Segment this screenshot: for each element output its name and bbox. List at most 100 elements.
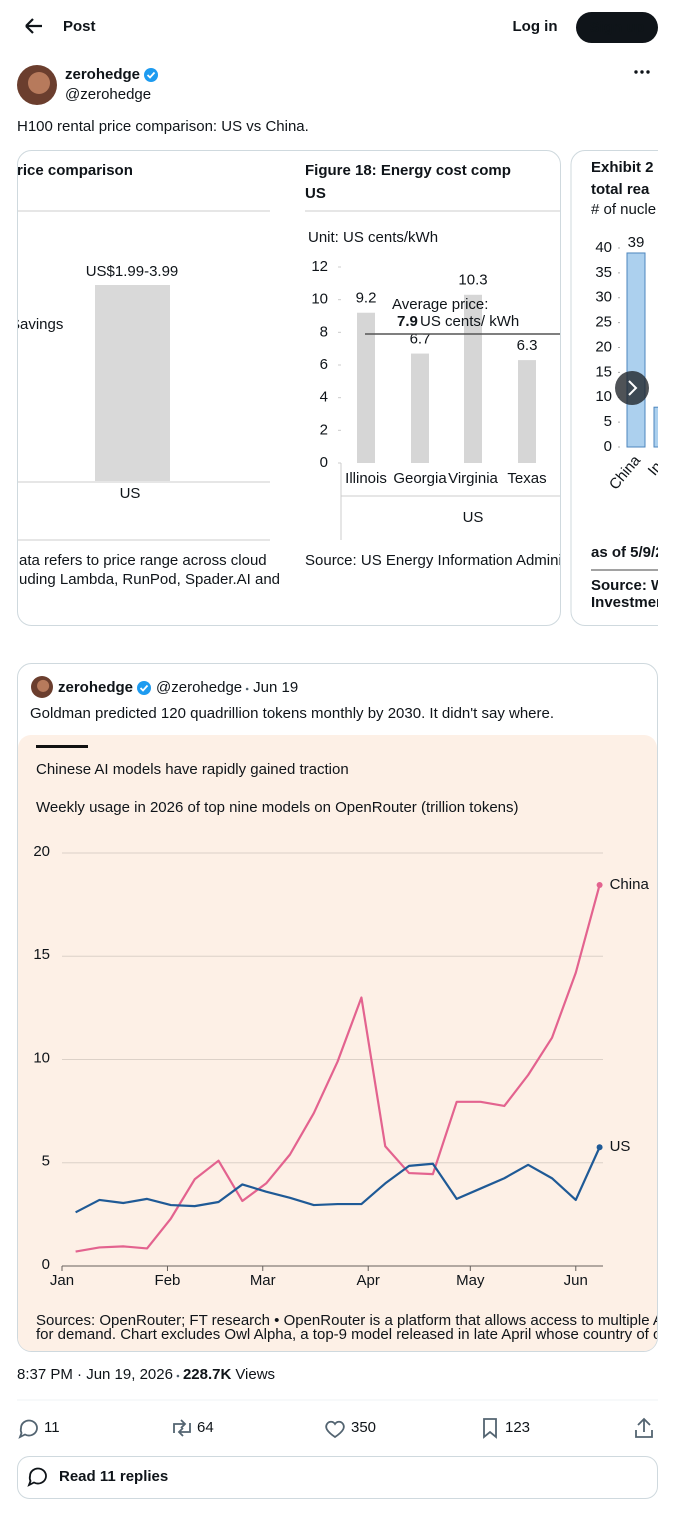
bookmark-icon[interactable] (483, 1418, 497, 1439)
price-bar (95, 285, 170, 481)
chart: Chinese AI models have rapidly gained tr… (18, 735, 675, 1351)
y-tick-label: 40 (595, 239, 612, 256)
timestamp: 8:37 PM · Jun 19, 2026 (17, 1366, 173, 1383)
next-button[interactable] (615, 371, 649, 405)
media-title: total rea (591, 181, 650, 198)
like-count: 350 (351, 1419, 376, 1436)
chart-title: Chinese AI models have rapidly gained tr… (36, 761, 349, 778)
y-tick-label: 0 (604, 438, 612, 455)
y-tick-label: 35 (595, 264, 612, 281)
average-value: 7.9 (397, 313, 418, 330)
y-tick-label: 25 (595, 314, 612, 331)
bookmark-count: 123 (505, 1419, 530, 1436)
category-label: US (120, 485, 141, 502)
like-icon[interactable] (325, 1420, 345, 1439)
repost-count: 64 (197, 1419, 214, 1436)
signup-label: Sign up (590, 19, 645, 36)
x-tick-label: Jan (50, 1272, 74, 1289)
y-tick-label: 30 (595, 289, 612, 306)
value-label: 8 (659, 388, 667, 405)
x-tick-label: Mar (250, 1272, 276, 1289)
separator-dot (245, 687, 249, 691)
series-label: China (610, 876, 650, 893)
page-title: Post (63, 18, 96, 35)
value-label: 6.3 (517, 337, 538, 354)
replies-icon (27, 1467, 47, 1487)
y-tick-label: 10 (595, 388, 612, 405)
y-tick-label: 0 (42, 1256, 50, 1273)
chart-bg (18, 735, 657, 1351)
author-handle: @zerohedge (65, 86, 151, 103)
verified-badge (137, 681, 152, 695)
back-icon[interactable] (25, 18, 42, 34)
quote-text: Goldman predicted 120 quadrillion tokens… (30, 705, 554, 722)
x-tick-label: Feb (155, 1272, 181, 1289)
x-tick-label: Illinois (345, 470, 387, 487)
read-replies-button[interactable] (17, 1456, 658, 1499)
reply-count: 11 (44, 1419, 60, 1436)
media-title: Figure 18: Energy cost comp (305, 162, 511, 179)
average-label: Average price: (392, 296, 488, 313)
chart-source: Sources: OpenRouter; FT research • OpenR… (36, 1312, 675, 1329)
bar (464, 294, 482, 463)
more-dot[interactable] (640, 70, 644, 74)
x-tick-label: China (606, 452, 645, 493)
y-tick-label: 10 (33, 1049, 50, 1066)
unit-label: Unit: US cents/kWh (308, 229, 438, 246)
source-label: Source: Wo (591, 577, 674, 594)
y-tick-label: 8 (320, 323, 328, 340)
bar (411, 353, 429, 463)
media-title: rice comparison (17, 162, 133, 179)
signup-button[interactable] (576, 12, 658, 43)
next-icon (628, 380, 638, 396)
y-tick-label: 0 (320, 454, 328, 471)
chart-subtitle: Weekly usage in 2026 of top nine models … (36, 799, 519, 816)
series-line (75, 1146, 601, 1214)
x-tick-label: Ind (645, 452, 671, 479)
end-point (596, 882, 603, 889)
login-link[interactable]: Log in (513, 18, 558, 35)
y-tick-label: 6 (320, 356, 328, 373)
more-dot[interactable] (646, 70, 650, 74)
reply-icon[interactable] (18, 1419, 38, 1439)
quote-author-name: zerohedge (58, 679, 133, 696)
y-tick-label: 12 (311, 258, 328, 275)
note-line: uding Lambda, RunPod, Spader.AI and (19, 571, 280, 588)
quote-date: Jun 19 (253, 679, 298, 696)
separator-dot (176, 1374, 180, 1378)
series-line (75, 884, 601, 1253)
x-tick-label: Georgia (393, 470, 447, 487)
y-tick-label: 10 (311, 291, 328, 308)
x-tick-label: Apr (357, 1272, 380, 1289)
media-card: rice comparison US$1.99-3.99 Savings US ata … (17, 150, 569, 626)
avatar-face (37, 679, 50, 692)
bar (626, 252, 646, 448)
series-label: US (610, 1138, 631, 1155)
x-tick-label: Jun (564, 1272, 588, 1289)
end-point (596, 1144, 603, 1151)
media-subtitle: # of nucle (591, 201, 656, 218)
y-tick-label: 5 (604, 413, 612, 430)
more-dot[interactable] (634, 70, 638, 74)
note-line: ata refers to price range across cloud (19, 552, 267, 569)
group-label: US (463, 509, 484, 526)
media-title: US (305, 185, 326, 202)
y-tick-label: 2 (320, 421, 328, 438)
repost-icon[interactable] (173, 1419, 191, 1437)
card-border (17, 150, 561, 626)
author-name: zerohedge (65, 66, 140, 83)
average-unit: US cents/ kWh (420, 313, 519, 330)
quote-author-handle: @zerohedge (156, 679, 242, 696)
value-label: 9.2 (356, 290, 377, 307)
chart-source: for demand. Chart excludes Owl Alpha, a … (36, 1326, 675, 1343)
bar (357, 312, 375, 463)
bar (518, 360, 536, 463)
chart-bar (36, 745, 88, 748)
y-tick-label: 15 (33, 946, 50, 963)
bar-label: US$1.99-3.99 (86, 263, 179, 280)
source-label: Source: US Energy Information Adminis (305, 552, 569, 569)
share-icon[interactable] (635, 1417, 653, 1438)
x-tick-label: May (456, 1272, 485, 1289)
